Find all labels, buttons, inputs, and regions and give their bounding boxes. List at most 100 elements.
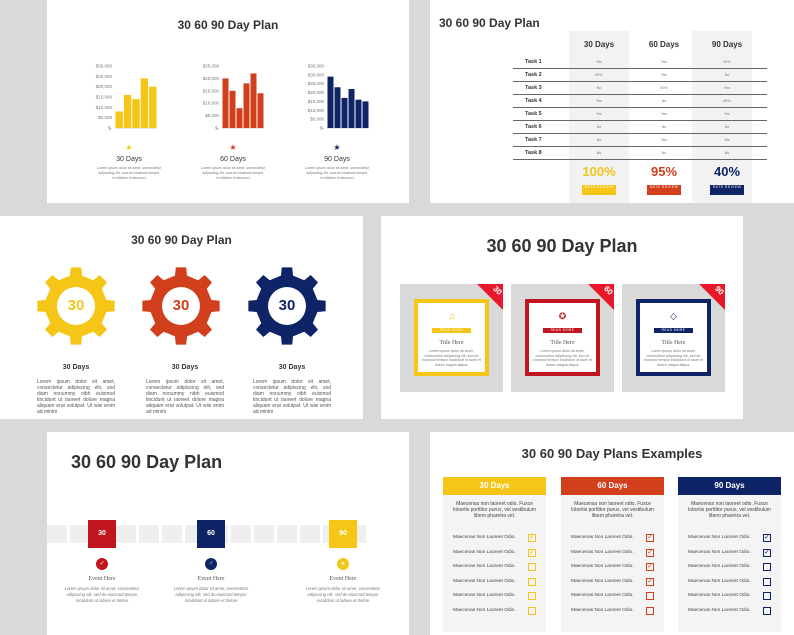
tick-label: $35,000: [308, 64, 325, 69]
bar: [229, 90, 236, 128]
task-label: Task 1: [525, 59, 542, 65]
tick-label: $-: [215, 126, 220, 131]
checklist-item: Maecenas Non Laoreet Odio.: [571, 606, 656, 615]
slide-cards[interactable]: 30 60 90 Day Plan ♫ READ MORE Title Here…: [381, 216, 743, 419]
tick-label: $-: [320, 126, 325, 131]
tick-label: $30,000: [308, 72, 325, 77]
checkbox[interactable]: [646, 592, 654, 600]
table-cell: 40%: [660, 86, 668, 90]
table-cell: No: [724, 73, 730, 77]
check-icon: ✓: [96, 558, 108, 570]
bar: [132, 99, 140, 128]
diamond-icon: ◇: [670, 311, 677, 321]
card-title: Title Here: [439, 340, 464, 346]
checkbox[interactable]: ✓: [528, 534, 536, 542]
timeline-cell: [70, 525, 90, 543]
read-more-button[interactable]: READ MORE: [432, 328, 471, 333]
slide-examples[interactable]: 30 60 90 Day Plans Examples 30 Days Maece…: [430, 432, 794, 635]
checkbox[interactable]: [763, 577, 771, 586]
table-cell: No: [596, 86, 602, 90]
bar: [123, 94, 132, 128]
card-90[interactable]: ◇ READ MORE Title Here Lorem ipsum dolor…: [622, 284, 725, 392]
bell-icon: ♫: [448, 311, 455, 321]
chart-svg: $30,000 $25,000 $20,000 $15,000 $10,000 $5,00…: [96, 64, 157, 131]
gear-icon: 30: [37, 267, 115, 345]
table-cell: 60%: [595, 73, 603, 77]
slide-bar-charts[interactable]: 30 60 90 Day Plan $30,000 $25,000 $20,000 $…: [47, 0, 409, 203]
checklist-item: Maecenas Non Laoreet Odio.: [453, 592, 538, 600]
checkbox[interactable]: [528, 577, 536, 586]
slide-gears[interactable]: 30 60 90 Day Plan 30 30 30 30 Days 30 Da…: [0, 216, 363, 419]
bar: [362, 101, 369, 128]
event-title: Event Here: [329, 576, 357, 582]
column-background: [692, 31, 752, 203]
checkbox[interactable]: ✓: [646, 548, 654, 557]
card-60[interactable]: ✪ READ MORE Title Here Lorem ipsum dolor…: [511, 284, 614, 392]
checkbox[interactable]: [646, 606, 654, 615]
chart-label: 30 Days: [116, 156, 142, 163]
task-label: Task 4: [525, 98, 542, 104]
bar: [334, 87, 341, 128]
checklist-item: Maecenas Non Laoreet Odio.: [688, 592, 773, 600]
slide-timeline[interactable]: 30 60 90 Day Plan 30 60 90 ✓ ♂ ● Event H…: [47, 432, 409, 635]
bar: [327, 76, 334, 128]
timeline-cell: [47, 525, 67, 543]
slide-title: 30 60 90 Day Plan: [177, 18, 279, 32]
checklist-item: Maecenas Non Laoreet Odio. ✓: [571, 577, 656, 586]
table-cell: No: [661, 125, 667, 129]
table-cell: No: [724, 151, 730, 155]
checkbox[interactable]: [763, 606, 771, 615]
checkbox[interactable]: [763, 563, 771, 571]
gear-number: 30: [278, 297, 296, 314]
bar: [149, 86, 157, 128]
card-text: Lorem ipsum dolor sit amet, consectetur …: [533, 349, 592, 367]
checkbox[interactable]: ✓: [528, 548, 536, 557]
card-frame: ♫ READ MORE Title Here Lorem ipsum dolor…: [414, 299, 489, 376]
checklist-label: Maecenas Non Laoreet Odio.: [571, 564, 634, 569]
card-text: Lorem ipsum dolor sit amet, consectetur …: [644, 349, 703, 367]
event-text: Lorem ipsum dolor sit amet, consectetur …: [64, 586, 140, 603]
checkbox[interactable]: [763, 592, 771, 600]
checklist-label: Maecenas Non Laoreet Odio.: [688, 535, 751, 540]
checklist-label: Maecenas Non Laoreet Odio.: [688, 607, 751, 613]
checklist-item: Maecenas Non Laoreet Odio. ✓: [688, 548, 773, 557]
checkbox[interactable]: [528, 563, 536, 571]
chart-label: 90 Days: [324, 156, 350, 163]
column-description: Maecenas non laoreet odio. Fusce loborti…: [571, 501, 654, 519]
checklist-item: Maecenas Non Laoreet Odio.: [688, 563, 773, 571]
table-cell: Yes: [596, 112, 602, 116]
checkbox[interactable]: ✓: [763, 534, 771, 542]
table-row: [513, 95, 767, 108]
checklist-item: Maecenas Non Laoreet Odio. ✓: [571, 548, 656, 557]
checkbox[interactable]: [528, 606, 536, 615]
task-label: Task 8: [525, 150, 542, 156]
checkbox[interactable]: ✓: [646, 563, 654, 571]
timeline-cell: [116, 525, 136, 543]
checkbox[interactable]: ✓: [763, 548, 771, 557]
gear-number: 30: [67, 297, 85, 314]
table-cell: No: [596, 151, 602, 155]
gear-shape: [248, 267, 326, 345]
checkbox[interactable]: [528, 592, 536, 600]
table-cell: No: [724, 125, 730, 129]
read-more-button[interactable]: READ MORE: [654, 328, 693, 333]
slide-task-table[interactable]: 30 60 90 Day Plan 30 Days 60 Days 90 Day…: [430, 0, 794, 203]
slide-title: 30 60 90 Day Plan: [486, 236, 638, 256]
event-title: Event Here: [88, 576, 116, 582]
task-label: Task 3: [525, 85, 542, 91]
checklist-label: Maecenas Non Laoreet Odio.: [453, 564, 516, 569]
checkbox[interactable]: ✓: [646, 534, 654, 542]
table-cell: 80%: [723, 99, 731, 103]
rate-review-badge: RATE REVIEW: [647, 185, 681, 195]
column-header: 90 Days: [678, 477, 781, 495]
card-30[interactable]: ♫ READ MORE Title Here Lorem ipsum dolor…: [400, 284, 503, 392]
event-title: Event Here: [197, 576, 225, 582]
gear-center: [162, 287, 200, 325]
checkbox[interactable]: ✓: [646, 577, 654, 586]
table-cell: Yes: [661, 112, 667, 116]
event-text: Lorem ipsum dolor sit amet, consectetur …: [173, 586, 249, 603]
chart-svg: $35,000 $30,000 $25,000 $20,000 $15,000 $10,0…: [308, 64, 369, 131]
table-cell: No: [596, 138, 602, 142]
tick-label: $30,000: [96, 64, 113, 69]
read-more-button[interactable]: READ MORE: [543, 328, 582, 333]
